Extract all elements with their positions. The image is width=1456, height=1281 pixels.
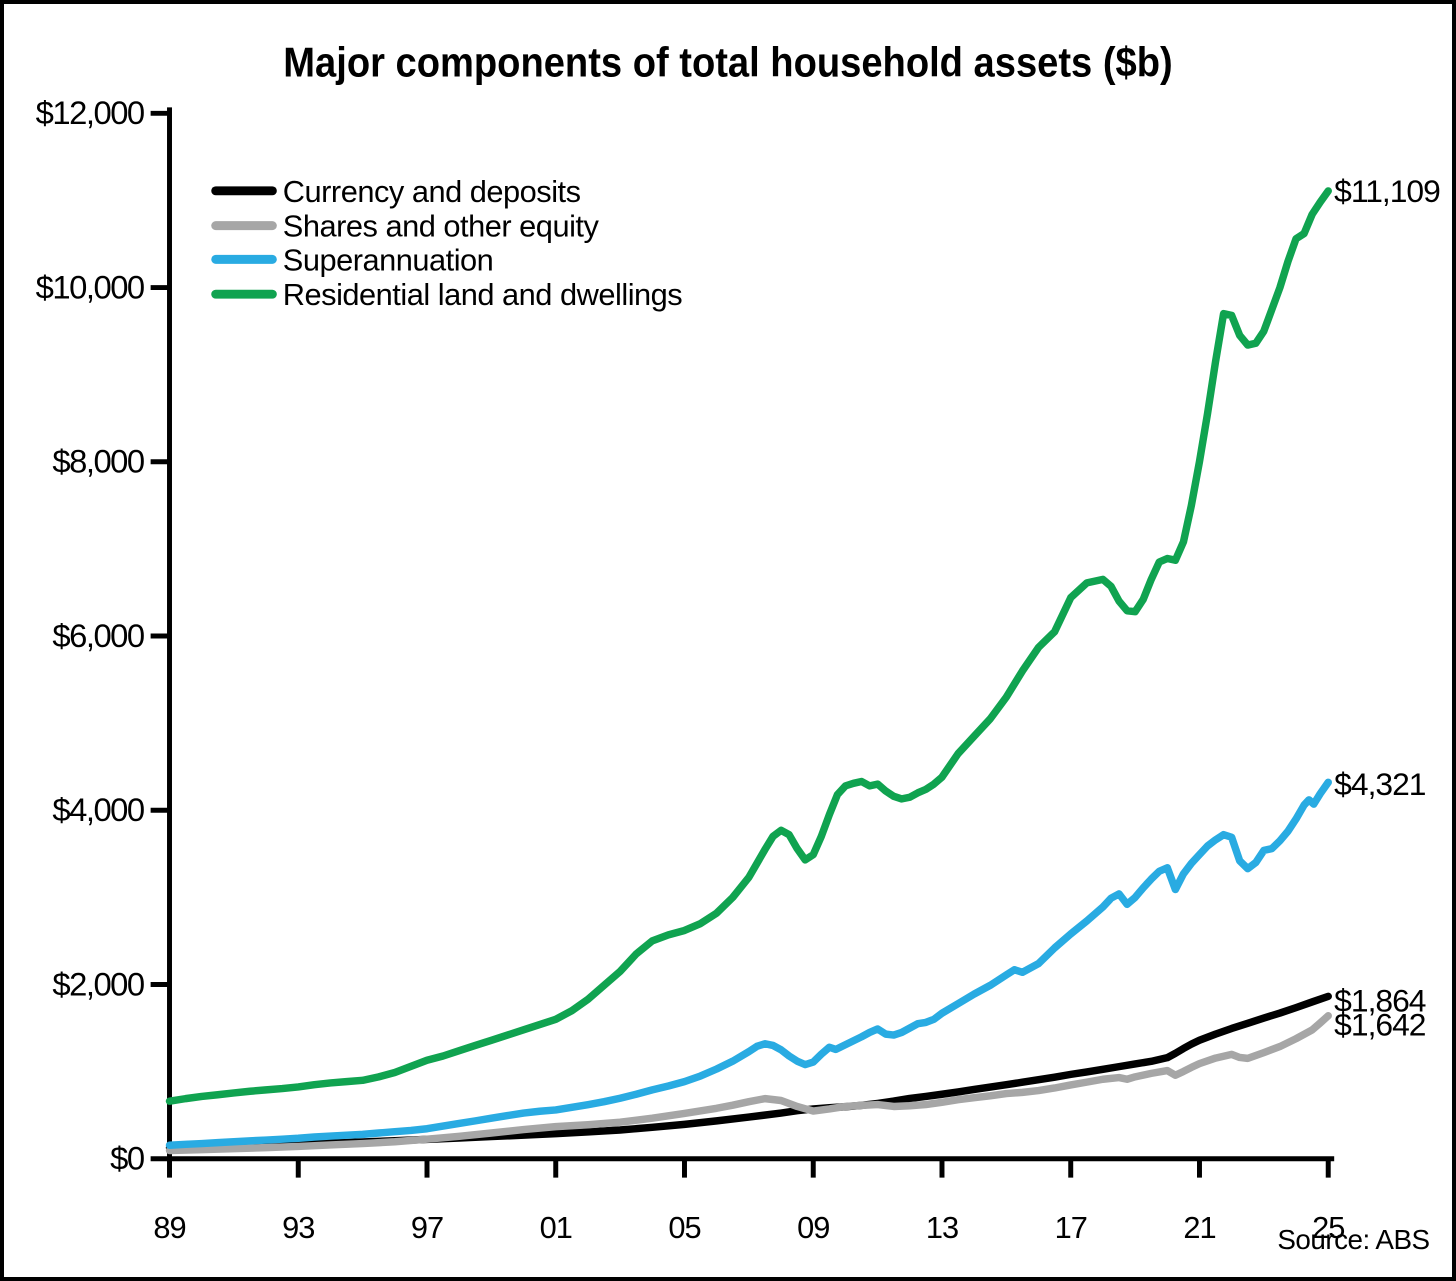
end-label-currency-and-deposits: $1,864 <box>1334 982 1426 1018</box>
series-line-superannuation <box>165 778 1332 1149</box>
chart-title: Major components of total household asse… <box>283 39 1172 86</box>
y-axis: $0 $2,000 $4,000 $6,000 $8,000 $10,000 $12,000 <box>36 94 172 1177</box>
x-tick-label: 93 <box>282 1210 314 1245</box>
x-tick-label: 09 <box>797 1210 829 1245</box>
end-label-shares-and-other-equity: $1,642 <box>1334 1007 1426 1043</box>
x-tick-label: 21 <box>1183 1210 1215 1245</box>
x-tick-label: 89 <box>153 1210 185 1245</box>
legend-label-3: Residential land and dwellings <box>283 277 683 312</box>
end-label-residential-land-and-dwellings: $11,109 <box>1334 173 1440 209</box>
x-tick-label: 97 <box>411 1210 443 1245</box>
source-note: Source: ABS <box>1277 1224 1429 1255</box>
x-tick-label: 25 <box>1312 1210 1344 1245</box>
series-line-shares-and-other-equity <box>165 1012 1332 1155</box>
x-tick-label: 17 <box>1055 1210 1087 1245</box>
legend-label-2: Superannuation <box>283 242 494 277</box>
legend-swatch-1 <box>211 221 277 231</box>
x-tick-label: 05 <box>668 1210 700 1245</box>
x-tick-label: 01 <box>540 1210 572 1245</box>
y-tick-label: $8,000 <box>52 443 144 480</box>
series-end-labels: $1,864$1,642 $4,321 $11,109 <box>1334 173 1441 1043</box>
y-tick-label: $12,000 <box>36 94 144 131</box>
y-tick-label: $10,000 <box>36 268 144 305</box>
y-tick-label: $0 <box>110 1140 144 1177</box>
y-tick-label: $2,000 <box>52 965 144 1002</box>
series-lines <box>165 187 1332 1155</box>
y-tick-label: $4,000 <box>52 791 144 828</box>
x-tick-label: 13 <box>926 1210 958 1245</box>
series-line-residential-land-and-dwellings <box>165 187 1332 1105</box>
legend-swatch-0 <box>211 186 277 196</box>
y-tick-label: $6,000 <box>52 617 144 654</box>
legend-swatch-3 <box>211 289 277 299</box>
legend-label-0: Currency and deposits <box>283 174 581 209</box>
legend-swatch-2 <box>211 254 277 264</box>
legend-label-1: Shares and other equity <box>283 209 600 244</box>
x-axis: 89 93 97 01 05 09 13 17 21 25 <box>153 1156 1345 1245</box>
household-assets-chart: Major components of total household asse… <box>36 39 1442 1256</box>
end-label-superannuation: $4,321 <box>1334 766 1426 802</box>
